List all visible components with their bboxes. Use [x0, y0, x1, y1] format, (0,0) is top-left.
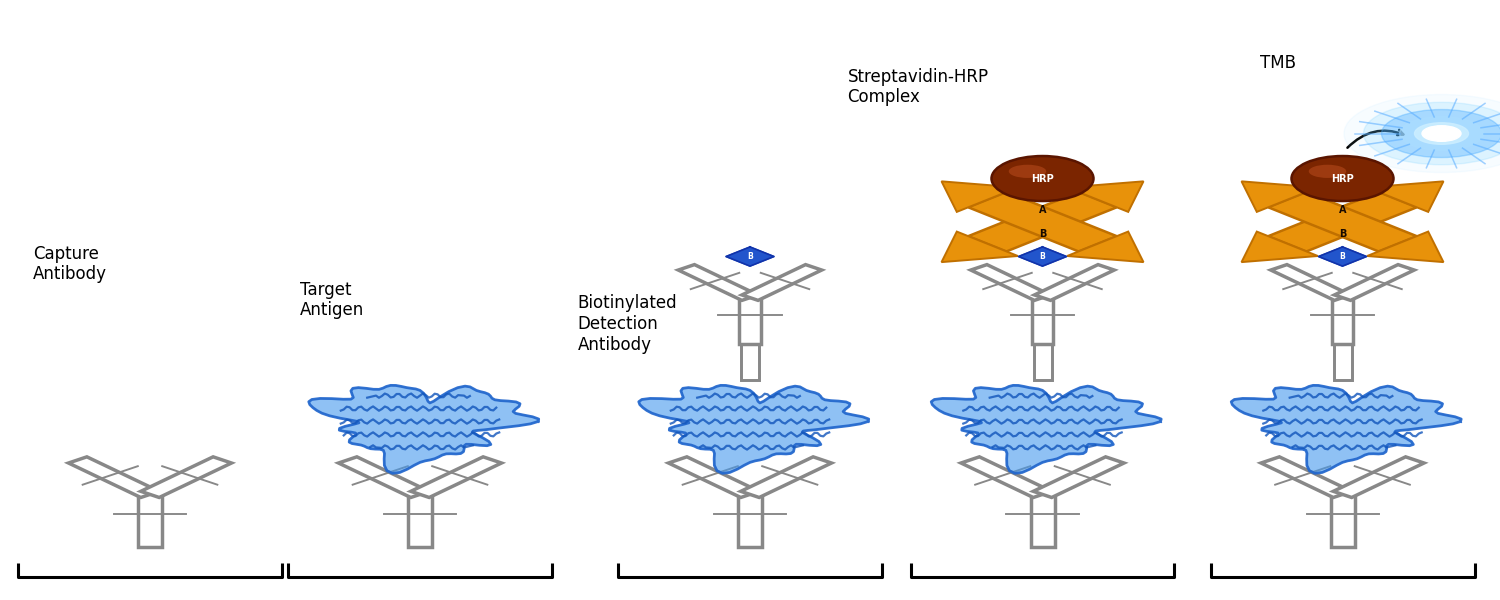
Text: A: A	[1038, 205, 1047, 215]
Ellipse shape	[992, 156, 1094, 201]
Circle shape	[1382, 110, 1500, 158]
Polygon shape	[1034, 457, 1124, 497]
Polygon shape	[1034, 344, 1052, 380]
Text: B: B	[1340, 229, 1346, 239]
Text: TMB: TMB	[1260, 54, 1296, 72]
Polygon shape	[1366, 232, 1443, 262]
Text: HRP: HRP	[1030, 173, 1054, 184]
Ellipse shape	[1008, 165, 1047, 178]
Polygon shape	[309, 385, 538, 473]
Polygon shape	[741, 344, 759, 380]
Polygon shape	[138, 487, 162, 547]
Polygon shape	[411, 457, 501, 497]
Polygon shape	[1269, 192, 1416, 251]
Polygon shape	[1332, 292, 1353, 344]
Polygon shape	[1019, 247, 1066, 266]
Polygon shape	[1334, 457, 1424, 497]
Text: Target
Antigen: Target Antigen	[300, 281, 364, 319]
Polygon shape	[1269, 192, 1416, 251]
Ellipse shape	[1308, 165, 1347, 178]
Ellipse shape	[1292, 156, 1394, 201]
Polygon shape	[741, 457, 831, 497]
Polygon shape	[969, 192, 1116, 251]
Text: Biotinylated
Detection
Antibody: Biotinylated Detection Antibody	[578, 294, 676, 354]
Polygon shape	[1318, 247, 1366, 266]
Circle shape	[1344, 95, 1500, 173]
Polygon shape	[678, 265, 758, 301]
Polygon shape	[726, 247, 774, 266]
Text: A: A	[1338, 205, 1347, 215]
Text: B: B	[1040, 229, 1046, 239]
Polygon shape	[740, 292, 760, 344]
Polygon shape	[1030, 487, 1054, 547]
Polygon shape	[738, 487, 762, 547]
Circle shape	[1422, 126, 1461, 142]
Polygon shape	[1035, 265, 1114, 301]
Polygon shape	[1366, 181, 1443, 212]
Polygon shape	[1334, 344, 1352, 380]
Circle shape	[1364, 103, 1500, 165]
Polygon shape	[1066, 232, 1143, 262]
Polygon shape	[1262, 457, 1352, 497]
Polygon shape	[669, 457, 759, 497]
Polygon shape	[932, 385, 1161, 473]
Polygon shape	[742, 265, 822, 301]
Polygon shape	[408, 487, 432, 547]
Polygon shape	[1242, 181, 1318, 212]
Text: B: B	[747, 252, 753, 261]
Polygon shape	[1232, 385, 1461, 473]
Polygon shape	[1330, 487, 1354, 547]
Polygon shape	[1242, 232, 1318, 262]
Polygon shape	[1270, 265, 1350, 301]
Text: Capture
Antibody: Capture Antibody	[33, 245, 106, 283]
Polygon shape	[69, 457, 159, 497]
Polygon shape	[969, 192, 1116, 251]
Text: B: B	[1340, 252, 1346, 261]
Text: HRP: HRP	[1330, 173, 1354, 184]
Polygon shape	[1066, 181, 1143, 212]
Polygon shape	[970, 265, 1050, 301]
Circle shape	[1400, 117, 1484, 151]
Text: Streptavidin-HRP
Complex: Streptavidin-HRP Complex	[847, 68, 988, 106]
Polygon shape	[639, 385, 868, 473]
Polygon shape	[962, 457, 1052, 497]
Circle shape	[1414, 123, 1468, 145]
Text: B: B	[1040, 252, 1046, 261]
Polygon shape	[339, 457, 429, 497]
Polygon shape	[942, 181, 1019, 212]
Polygon shape	[141, 457, 231, 497]
Polygon shape	[942, 232, 1019, 262]
Polygon shape	[1032, 292, 1053, 344]
Polygon shape	[1335, 265, 1414, 301]
